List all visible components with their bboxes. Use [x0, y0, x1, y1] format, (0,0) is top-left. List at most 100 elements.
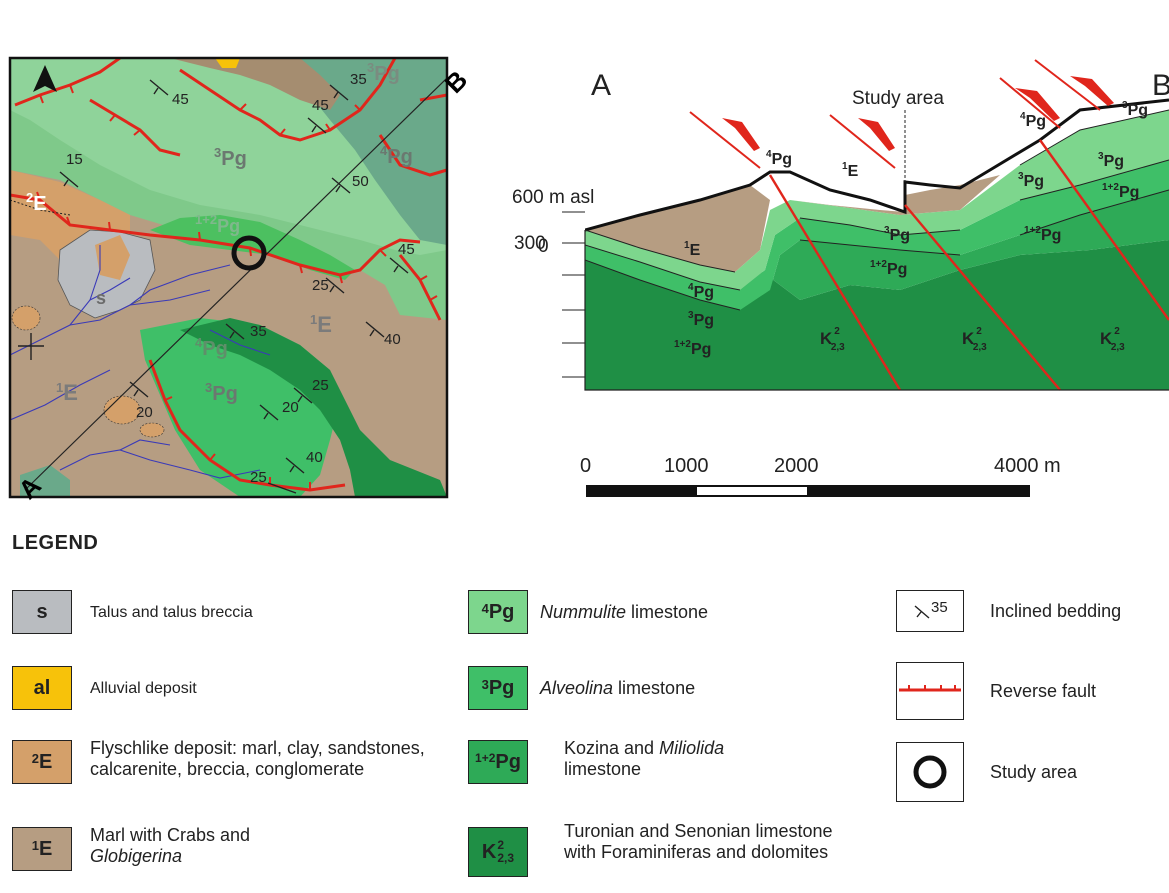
dip-value: 25: [312, 377, 329, 394]
legend-title: LEGEND: [12, 532, 99, 554]
legend-item-bedding: 35 Inclined bedding: [896, 590, 1121, 632]
section-unit-4pg: [585, 110, 1169, 290]
section-label-3pg-right: 3Pg: [1122, 100, 1148, 119]
legend-text-talus: Talus and talus breccia: [90, 603, 253, 621]
dip-value: 35: [350, 71, 367, 88]
geological-map: [10, 58, 447, 497]
section-label-12pg-mid: 1+2Pg: [870, 259, 907, 278]
dip-value: 40: [384, 331, 401, 348]
north-arrow-icon: [33, 65, 57, 92]
map-label-3pg-ne: 3Pg: [367, 60, 400, 85]
legend-symbol-study-area: [896, 742, 964, 802]
legend-text-4pg: Nummulite limestone: [540, 601, 709, 622]
legend-swatch-12pg: 1+2 Pg: [468, 740, 528, 784]
section-faults: [768, 139, 1169, 391]
section-label-3pg-right-body: 3Pg: [1018, 171, 1044, 190]
section-label-4pg-left: 4Pg: [688, 282, 714, 301]
legend-item-reverse-fault: Reverse fault: [896, 662, 1096, 720]
dip-value: 20: [282, 399, 299, 416]
dip-value: 45: [172, 91, 189, 108]
cross-section: A B Study area 600 m asl 300 0 4Pg 1E 4P…: [512, 59, 1169, 497]
legend-item-k: K 2 2,3 Turonian and Senonian limestone w…: [468, 821, 864, 877]
legend-item-12pg: 1+2 Pg Kozina and Miliolida limestone: [468, 738, 725, 784]
map-label-s: s: [96, 288, 106, 308]
map-label-3pg-south: 3Pg: [205, 380, 238, 405]
scale-bar-white-segment: [697, 487, 807, 495]
map-unit-1e-north: [170, 58, 340, 110]
scale-bar: 0 1000 2000 4000 m: [580, 455, 1061, 497]
study-area-circle-icon: [913, 755, 947, 789]
legend-text-study-area: Study area: [990, 761, 1078, 782]
dip-value: 20: [136, 404, 153, 421]
legend-swatch-4pg: 4 Pg: [468, 590, 528, 634]
legend-symbol-fault: [896, 662, 964, 720]
dip-value: 50: [352, 173, 369, 190]
scale-label-4000: 4000 m: [994, 455, 1061, 477]
legend-text-fault: Reverse fault: [990, 680, 1097, 701]
legend-text-k: Turonian and Senonian limestone with For…: [564, 821, 833, 862]
legend-item-study-area: Study area: [896, 742, 1077, 802]
dip-value: 45: [312, 97, 329, 114]
section-label-3pg-mid: 3Pg: [884, 225, 910, 244]
scale-label-1000: 1000: [664, 455, 709, 477]
section-label-1e-fill: 1E: [684, 240, 701, 259]
dip-value: 40: [306, 449, 323, 466]
map-spot-2e-1: [11, 305, 41, 331]
dip-value: 15: [66, 151, 83, 168]
elevation-300: 300: [514, 233, 546, 254]
map-unit-alluvial: [215, 58, 240, 68]
section-study-area-label: Study area: [852, 88, 944, 109]
legend-text-3pg: Alveolina limestone: [540, 677, 696, 698]
section-elevation-ticks: [562, 211, 585, 378]
map-section-line: [24, 77, 447, 491]
map-spot-2e-2: [103, 395, 141, 425]
map-label-12pg: 1+2Pg: [195, 212, 240, 236]
section-label-4pg-top: 4Pg: [766, 149, 792, 168]
legend-swatch-k: K 2 2,3: [468, 827, 528, 877]
legend-text-bedding: Inclined bedding: [990, 600, 1122, 621]
reverse-fault-icon: [899, 685, 961, 692]
map-unit-4pg-ne: [300, 58, 447, 245]
scale-label-0: 0: [580, 455, 591, 477]
section-label-1e-top: 1E: [842, 161, 859, 180]
legend-text-12pg: Kozina and Miliolida limestone: [564, 738, 725, 779]
section-frame: [584, 230, 1169, 391]
map-fault-ticks: [36, 84, 438, 490]
section-slip-arrows: [689, 59, 1114, 169]
legend-swatch-3pg: 3 Pg: [468, 666, 528, 710]
legend-swatch-talus: s: [12, 590, 72, 634]
legend-item-alluvial: al Alluvial deposit: [12, 666, 197, 710]
section-labels: A B Study area 600 m asl 300 0 4Pg 1E 4P…: [512, 69, 1169, 358]
legend-item-3pg: 3 Pg Alveolina limestone: [468, 666, 695, 710]
section-unit-1e-middle: [790, 175, 1000, 215]
section-unit-1e-left: [585, 185, 770, 272]
legend-text-2e: Flyschlike deposit: marl, clay, sandston…: [90, 738, 425, 779]
section-label-12pg-right: 1+2Pg: [1024, 225, 1061, 244]
scale-label-2000: 2000: [774, 455, 819, 477]
section-label-k-1: K 2 2,3: [820, 326, 845, 353]
map-label-1e-east: 1E: [310, 312, 332, 337]
legend-text-alluvial: Alluvial deposit: [90, 679, 197, 697]
map-frame: [8, 56, 449, 499]
map-rivers: [10, 245, 271, 479]
section-label-k-2: K 2 2,3: [962, 326, 987, 353]
section-label-3pg-far: 3Pg: [1098, 151, 1124, 170]
legend-symbol-bedding: 35: [896, 590, 964, 632]
section-label-4pg-right: 4Pg: [1020, 111, 1046, 130]
section-label-12pg-left: 1+2Pg: [674, 339, 711, 358]
map-label-4pg-ne: 4Pg: [380, 143, 413, 168]
scale-bar-base: [586, 485, 1030, 497]
elevation-0: 0: [538, 236, 549, 257]
dip-value: 45: [398, 241, 415, 258]
legend-text-1e: Marl with Crabs and Globigerina: [90, 825, 251, 866]
map-label-3pg-centre: 3Pg: [214, 145, 247, 170]
dip-value: 35: [250, 323, 267, 340]
map-label-1e-west: 1E: [56, 380, 78, 405]
svg-text:35: 35: [931, 599, 948, 616]
map-label-4pg-south: 4Pg: [195, 335, 228, 360]
